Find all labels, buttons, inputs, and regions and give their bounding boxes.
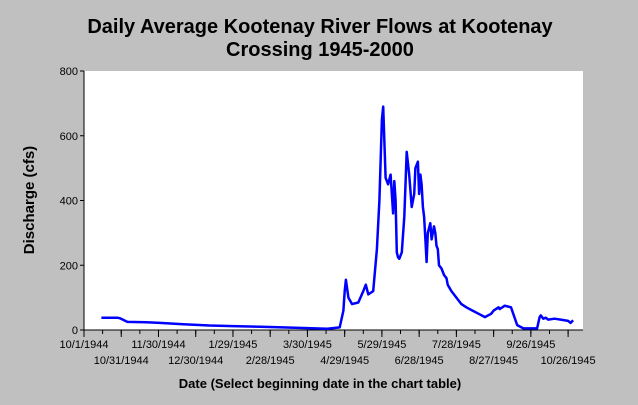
y-tick-label: 600 — [60, 131, 78, 143]
x-tick-label: 10/1/1944 — [60, 339, 109, 351]
series-line-discharge — [101, 105, 575, 330]
chart-title-line2: Crossing 1945-2000 — [226, 39, 414, 61]
x-tick-label: 4/29/1945 — [320, 355, 369, 367]
y-axis-label: Discharge (cfs) — [21, 146, 38, 254]
x-tick-label: 7/28/1945 — [432, 339, 481, 351]
x-tick-label: 11/30/1944 — [131, 339, 185, 351]
x-tick-label: 8/27/1945 — [469, 355, 518, 367]
x-tick-label: 9/26/1945 — [506, 339, 555, 351]
y-tick-label: 800 — [60, 66, 78, 78]
chart-title-line1: Daily Average Kootenay River Flows at Ko… — [87, 16, 553, 38]
plot-area — [84, 71, 583, 330]
x-tick-label: 1/29/1945 — [208, 339, 257, 351]
x-tick-label: 3/30/1945 — [283, 339, 332, 351]
x-tick-label: 10/31/1944 — [94, 355, 149, 367]
x-tick-label: 12/30/1944 — [168, 355, 223, 367]
y-tick-label: 200 — [60, 260, 78, 272]
x-tick-label: 10/26/1945 — [541, 355, 596, 367]
x-tick-label: 2/28/1945 — [246, 355, 295, 367]
x-tick-label: 5/29/1945 — [357, 339, 406, 351]
y-tick-label: 400 — [60, 196, 78, 208]
x-tick-label: 6/28/1945 — [395, 355, 444, 367]
x-axis-label: Date (Select beginning date in the chart… — [179, 376, 461, 391]
y-tick-label: 0 — [72, 325, 78, 337]
